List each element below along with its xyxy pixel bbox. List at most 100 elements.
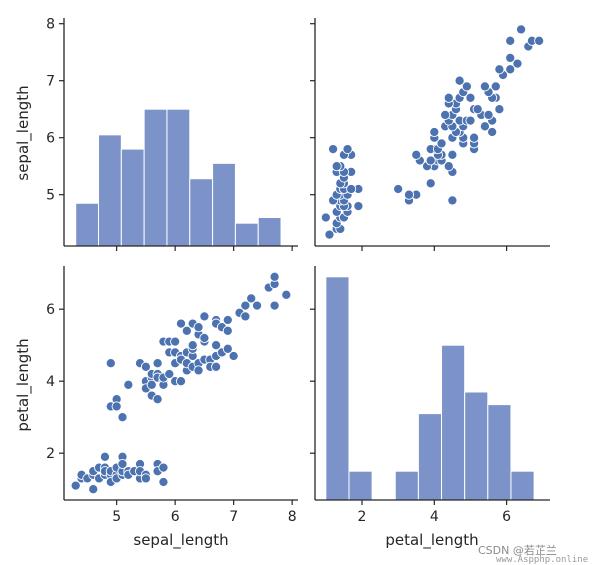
x-tick-label-11-6: 6 bbox=[502, 509, 511, 525]
scatter-point-10 bbox=[164, 368, 175, 380]
x-tick-label-11-2: 2 bbox=[358, 509, 367, 525]
scatter-point-10 bbox=[175, 376, 187, 387]
scatter-point-01 bbox=[505, 52, 516, 63]
scatter-point-10 bbox=[111, 401, 122, 412]
scatter-point-10 bbox=[187, 340, 198, 351]
hist-bar-11 bbox=[464, 391, 489, 501]
scatter-point-01 bbox=[425, 178, 436, 189]
scatter-point-01 bbox=[512, 58, 523, 69]
scatter-point-01 bbox=[342, 144, 353, 155]
scatter-point-01 bbox=[436, 138, 447, 149]
scatter-point-10 bbox=[158, 476, 169, 488]
scatter-point-10 bbox=[117, 412, 128, 423]
scatter-point-10 bbox=[140, 361, 151, 372]
scatter-point-01 bbox=[494, 64, 505, 75]
scatter-point-10 bbox=[240, 311, 251, 322]
scatter-point-10 bbox=[222, 314, 233, 326]
scatter-point-01 bbox=[353, 201, 364, 212]
scatter-point-01 bbox=[479, 121, 490, 132]
scatter-point-01 bbox=[505, 35, 516, 46]
scatter-point-10 bbox=[140, 473, 151, 484]
scatter-point-01 bbox=[465, 92, 476, 103]
scatter-point-01 bbox=[324, 229, 335, 240]
scatter-point-10 bbox=[199, 311, 210, 322]
panel-hist-sepal-length: 5 6 7 8 bbox=[46, 17, 298, 251]
hist-bar-00 bbox=[234, 222, 259, 247]
scatter-point-01 bbox=[443, 92, 454, 103]
scatter-point-10 bbox=[211, 340, 222, 351]
scatter-point-01 bbox=[443, 161, 454, 172]
scatter-point-01 bbox=[483, 109, 494, 120]
scatter-point-01 bbox=[494, 104, 505, 115]
scatter-point-10 bbox=[152, 394, 163, 405]
y-tick-label-10-6: 6 bbox=[46, 302, 55, 318]
hist-bar-00 bbox=[75, 202, 100, 247]
scatter-point-01 bbox=[447, 149, 458, 160]
scatter-point-10 bbox=[228, 350, 239, 362]
hist-bar-00 bbox=[143, 108, 168, 247]
watermark-url: www.Aspphp.online bbox=[496, 555, 589, 565]
x-tick-label-10-7: 7 bbox=[229, 509, 238, 525]
scatter-point-10 bbox=[105, 358, 116, 369]
scatter-point-10 bbox=[181, 325, 192, 336]
hist-bar-11 bbox=[325, 276, 350, 501]
y-tick-label-00-6: 6 bbox=[46, 131, 55, 147]
scatter-point-01 bbox=[393, 183, 404, 195]
scatter-point-01 bbox=[461, 81, 472, 92]
y-tick-label-00-7: 7 bbox=[46, 74, 55, 90]
x-axis-label-col2: petal_length bbox=[385, 531, 478, 550]
scatter-point-01 bbox=[331, 161, 342, 172]
scatter-point-10 bbox=[193, 322, 204, 333]
hist-bar-00 bbox=[98, 134, 122, 247]
scatter-point-10 bbox=[70, 480, 81, 491]
x-axis-label-col1: sepal_length bbox=[133, 531, 228, 550]
hist-bar-11 bbox=[394, 470, 419, 501]
scatter-point-01 bbox=[516, 24, 527, 35]
hist-bar-00 bbox=[166, 108, 191, 247]
hist-bar-11 bbox=[348, 470, 373, 501]
y-tick-label-10-4: 4 bbox=[46, 374, 55, 390]
scatter-point-10 bbox=[281, 289, 292, 300]
x-tick-label-11-4: 4 bbox=[430, 509, 439, 525]
watermark-text: CSDN @若芷兰 bbox=[478, 544, 557, 557]
y-tick-label-00-5: 5 bbox=[46, 188, 55, 204]
scatter-point-10 bbox=[117, 458, 128, 470]
x-tick-label-10-5: 5 bbox=[112, 509, 121, 525]
scatter-point-01 bbox=[454, 75, 465, 86]
scatter-point-10 bbox=[123, 379, 134, 390]
scatter-point-10 bbox=[170, 336, 181, 347]
scatter-point-10 bbox=[152, 358, 163, 369]
scatter-point-01 bbox=[320, 212, 331, 223]
scatter-point-01 bbox=[479, 81, 490, 92]
scatter-point-10 bbox=[211, 361, 222, 372]
scatter-point-01 bbox=[429, 126, 440, 138]
scatter-point-10 bbox=[88, 484, 99, 495]
scatter-point-01 bbox=[505, 64, 516, 75]
scatter-point-01 bbox=[403, 189, 415, 200]
scatter-point-10 bbox=[246, 293, 257, 304]
scatter-point-01 bbox=[490, 81, 501, 92]
scatter-point-01 bbox=[328, 144, 339, 155]
scatter-point-10 bbox=[158, 462, 169, 473]
panel-scatter-sepal-vs-petal: 5 6 7 8 2 4 6 bbox=[46, 266, 298, 525]
hist-bar-11 bbox=[487, 404, 512, 501]
scatter-point-10 bbox=[222, 325, 233, 336]
scatter-point-10 bbox=[99, 451, 110, 462]
scatter-point-10 bbox=[146, 379, 157, 390]
panel-hist-petal-length: 2 4 6 bbox=[310, 266, 550, 525]
x-tick-label-10-6: 6 bbox=[171, 509, 180, 525]
x-tick-label-10-8: 8 bbox=[288, 509, 297, 525]
scatter-point-10 bbox=[222, 343, 233, 354]
scatter-point-10 bbox=[251, 300, 263, 311]
hist-bar-00 bbox=[189, 178, 214, 247]
hist-bar-11 bbox=[441, 344, 466, 501]
scatter-point-01 bbox=[469, 132, 480, 143]
scatter-point-01 bbox=[447, 195, 458, 206]
y-axis-label-row2: petal_length bbox=[14, 338, 33, 431]
scatter-point-01 bbox=[465, 115, 476, 126]
hist-bar-00 bbox=[212, 162, 236, 247]
scatter-point-10 bbox=[269, 271, 280, 282]
scatter-point-01 bbox=[425, 155, 436, 166]
panel-scatter-petal-vs-sepal bbox=[310, 18, 550, 251]
